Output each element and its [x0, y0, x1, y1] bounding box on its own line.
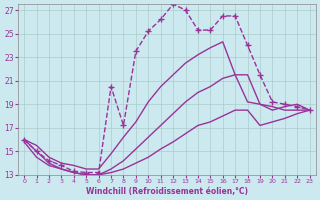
X-axis label: Windchill (Refroidissement éolien,°C): Windchill (Refroidissement éolien,°C)	[86, 187, 248, 196]
